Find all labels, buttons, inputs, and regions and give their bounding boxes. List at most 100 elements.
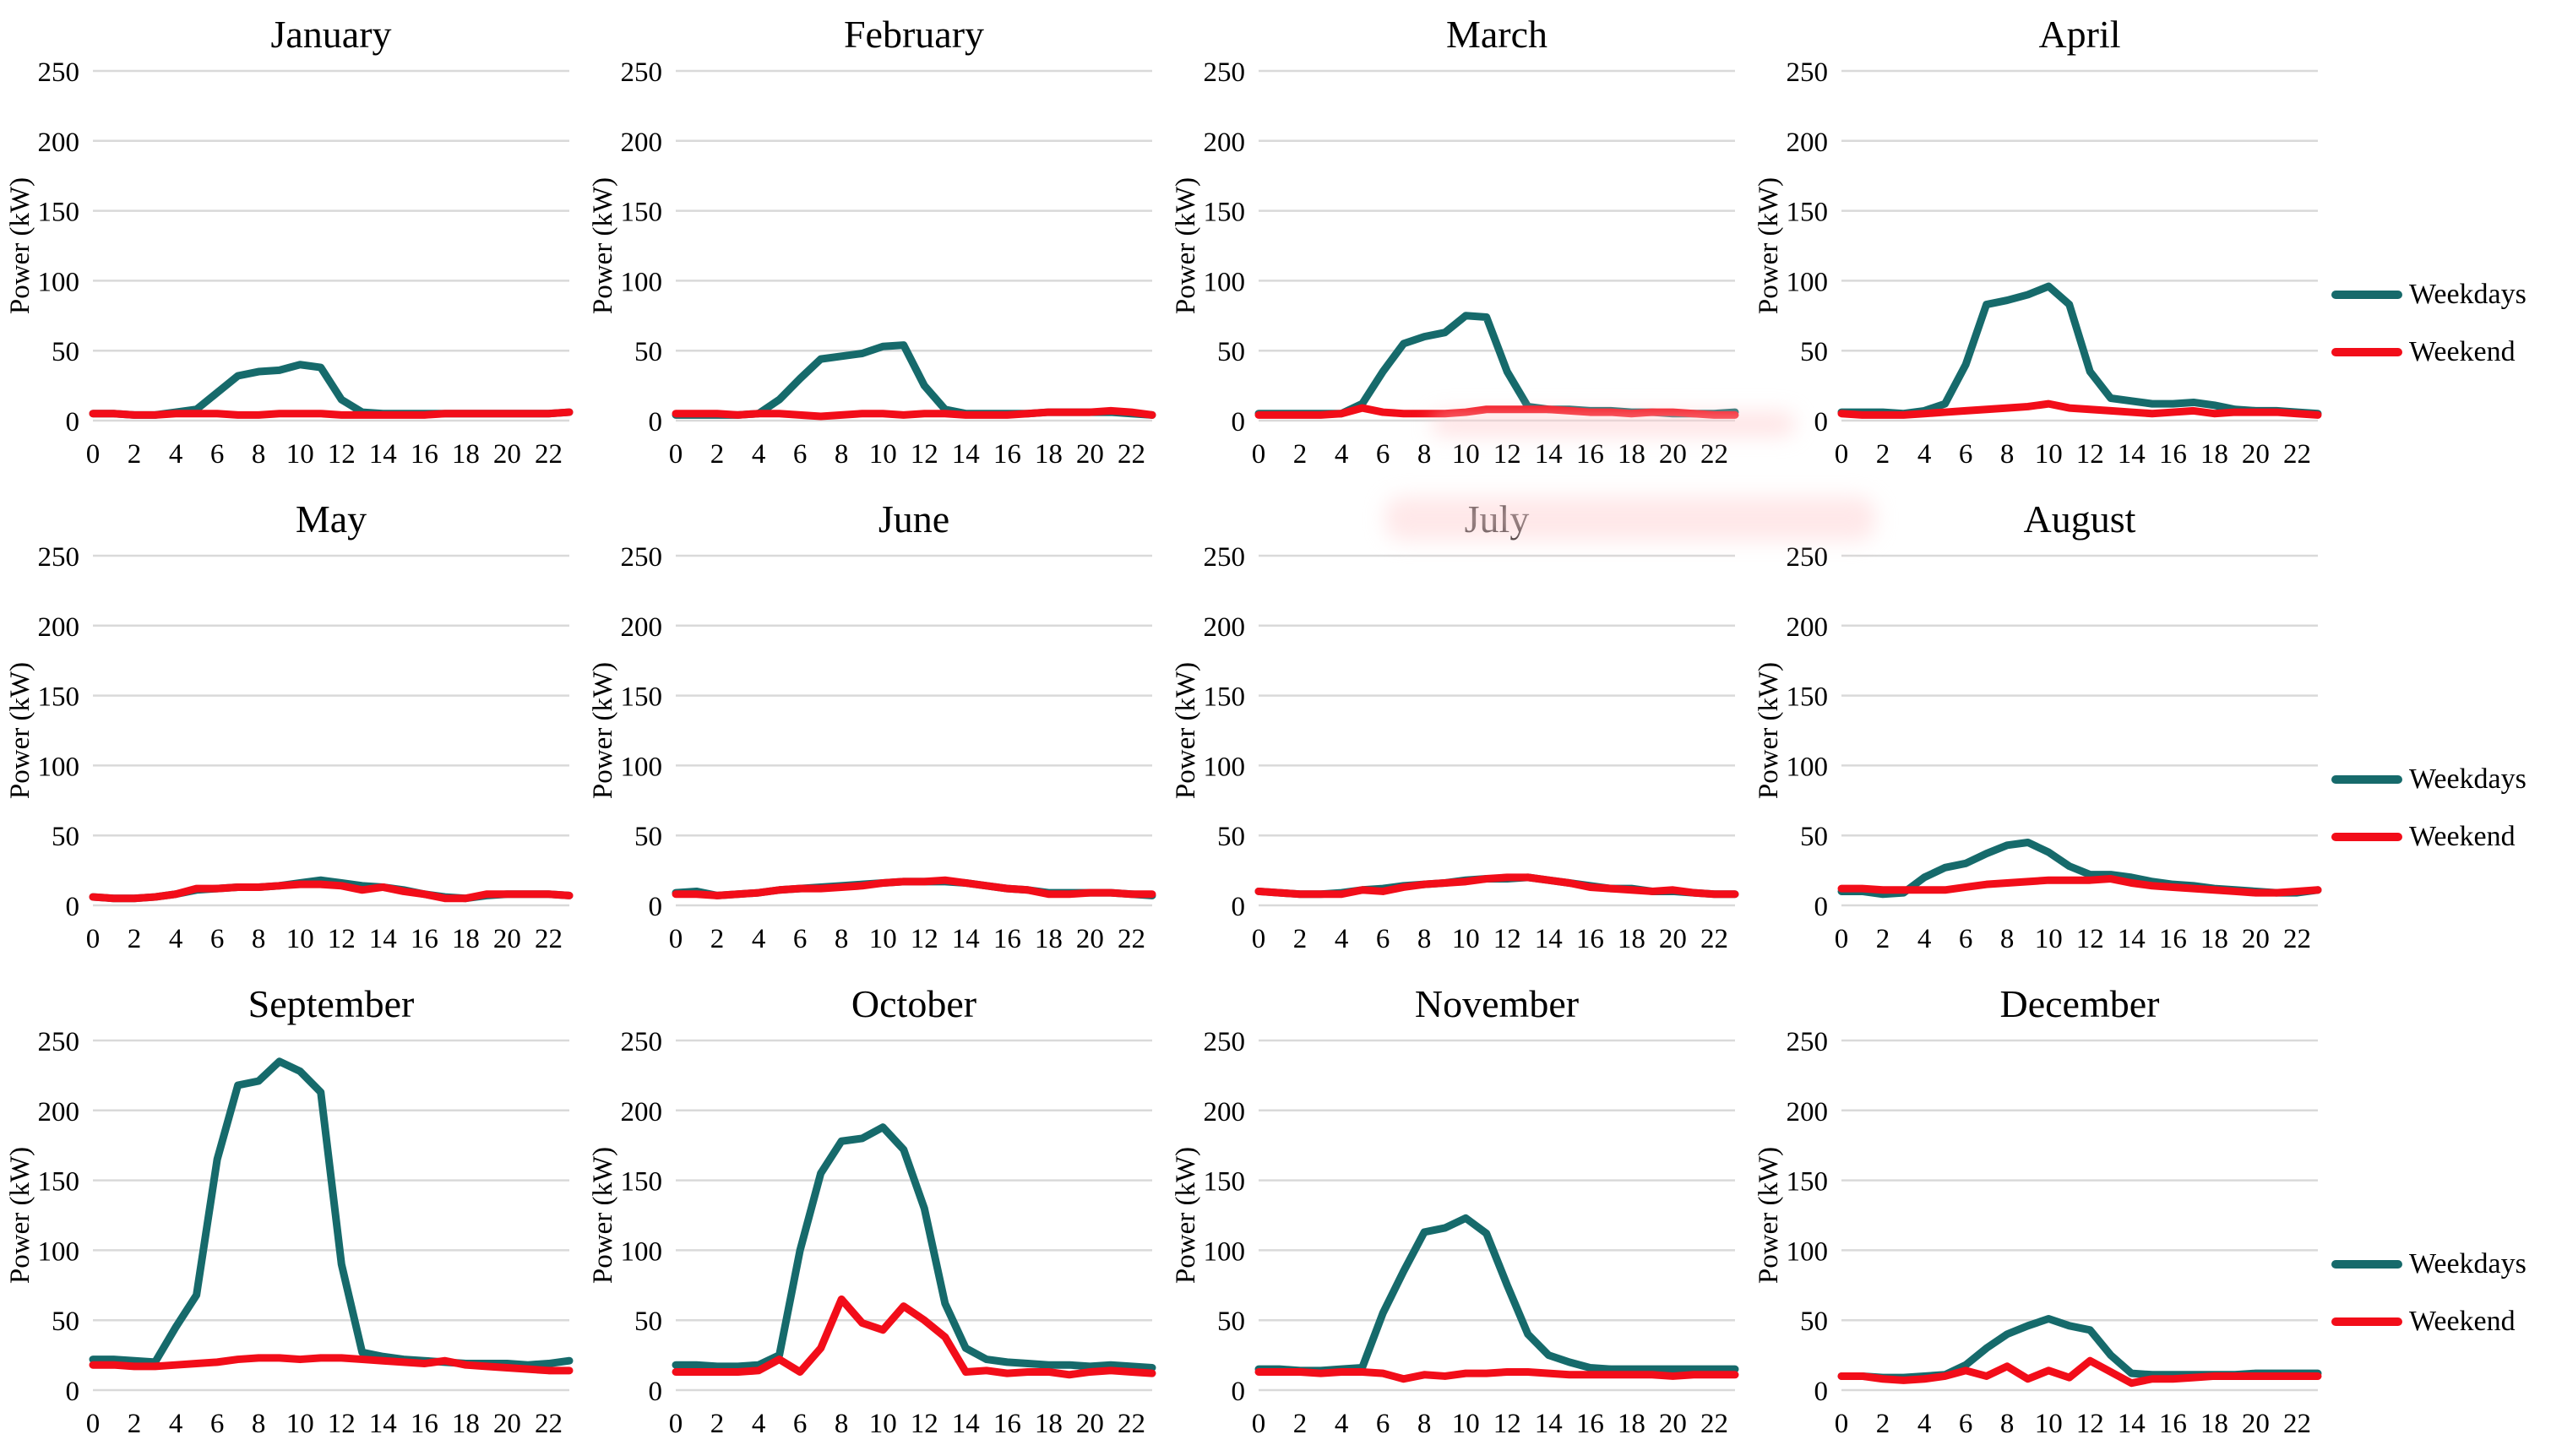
- y-axis-label: Power (kW): [5, 662, 35, 799]
- chart-title: August: [2023, 497, 2136, 541]
- x-tick-label: 22: [535, 439, 563, 470]
- x-tick-label: 10: [2035, 924, 2063, 954]
- legend-item-weekdays: Weekdays: [2331, 763, 2551, 796]
- y-tick-label: 100: [621, 1236, 663, 1267]
- chart-title: November: [1414, 982, 1580, 1025]
- x-tick-label: 6: [1376, 924, 1390, 954]
- x-tick-label: 8: [835, 439, 849, 470]
- x-tick-label: 2: [1876, 439, 1890, 470]
- x-tick-label: 18: [1618, 924, 1645, 954]
- chart-november: November 0 50 100 150 200 250 Power (kW) 0 2 4 6 8 1…: [1166, 970, 1749, 1454]
- x-tick-label: 4: [169, 1409, 183, 1439]
- chart-title: October: [851, 982, 977, 1025]
- y-tick-label: 50: [1800, 822, 1828, 852]
- x-tick-label: 20: [493, 439, 521, 470]
- weekend-line-swatch: [2331, 1317, 2402, 1326]
- x-tick-label: 0: [1835, 439, 1849, 470]
- y-tick-label: 0: [649, 407, 663, 437]
- y-tick-label: 100: [1204, 1236, 1246, 1267]
- x-tick-label: 0: [86, 1409, 101, 1439]
- x-tick-label: 10: [1452, 924, 1480, 954]
- x-tick-label: 8: [1417, 439, 1432, 470]
- x-tick-label: 6: [1376, 439, 1390, 470]
- series-weekend-line: [1254, 1367, 1739, 1383]
- legend-label-weekend: Weekend: [2409, 336, 2516, 367]
- x-tick-label: 16: [2159, 439, 2187, 470]
- y-tick-label: 200: [38, 612, 80, 643]
- y-axis-label: Power (kW): [1754, 1147, 1784, 1284]
- y-tick-label: 100: [1204, 267, 1246, 297]
- weekend-line-swatch: [2331, 833, 2402, 841]
- y-tick-label: 150: [38, 682, 80, 713]
- x-tick-label: 0: [669, 1409, 683, 1439]
- y-axis-label: Power (kW): [1171, 1147, 1201, 1284]
- y-tick-label: 100: [1787, 267, 1829, 297]
- y-tick-label: 50: [1217, 337, 1245, 367]
- x-tick-label: 14: [369, 1409, 397, 1439]
- x-tick-label: 4: [169, 439, 183, 470]
- y-tick-label: 150: [38, 198, 80, 228]
- x-tick-label: 12: [911, 439, 938, 470]
- x-tick-label: 6: [210, 924, 225, 954]
- chart-title: March: [1445, 13, 1548, 56]
- x-tick-label: 14: [952, 924, 980, 954]
- legend: Weekdays Weekend: [2331, 763, 2551, 970]
- y-tick-label: 0: [1814, 1377, 1829, 1407]
- x-tick-label: 10: [286, 924, 314, 954]
- y-tick-label: 100: [621, 752, 663, 782]
- weekdays-line-swatch: [2331, 1260, 2402, 1269]
- x-tick-label: 20: [1659, 439, 1687, 470]
- y-tick-label: 50: [52, 822, 79, 852]
- x-tick-label: 4: [1917, 924, 1932, 954]
- x-tick-label: 16: [411, 439, 438, 470]
- y-tick-label: 50: [1217, 1307, 1245, 1337]
- legend-label-weekdays: Weekdays: [2409, 1248, 2527, 1279]
- y-axis-label: Power (kW): [588, 1147, 618, 1284]
- x-tick-label: 20: [2242, 924, 2270, 954]
- x-tick-label: 0: [1252, 924, 1266, 954]
- y-tick-label: 0: [1814, 892, 1829, 922]
- x-tick-label: 14: [2118, 439, 2146, 470]
- y-axis-label: Power (kW): [5, 177, 35, 314]
- x-tick-label: 6: [1376, 1409, 1390, 1439]
- x-tick-label: 2: [1293, 924, 1308, 954]
- y-axis-label: Power (kW): [1754, 662, 1784, 799]
- x-tick-label: 10: [286, 1409, 314, 1439]
- x-tick-label: 16: [2159, 1409, 2187, 1439]
- chart-title: September: [247, 982, 415, 1025]
- series-weekend-line: [89, 880, 574, 903]
- y-tick-label: 150: [1787, 682, 1829, 713]
- chart-title: April: [2038, 13, 2121, 56]
- x-tick-label: 10: [869, 924, 897, 954]
- y-tick-label: 200: [1204, 128, 1246, 158]
- y-tick-label: 150: [621, 1167, 663, 1198]
- x-tick-label: 20: [1076, 439, 1104, 470]
- x-tick-label: 2: [128, 439, 142, 470]
- y-tick-label: 200: [38, 1097, 80, 1127]
- x-tick-label: 2: [710, 439, 725, 470]
- x-tick-label: 20: [1659, 924, 1687, 954]
- y-tick-label: 250: [621, 59, 663, 88]
- x-tick-label: 16: [1576, 1409, 1604, 1439]
- y-tick-label: 100: [1787, 752, 1829, 782]
- y-tick-label: 250: [621, 1029, 663, 1057]
- x-tick-label: 18: [2200, 1409, 2228, 1439]
- legend-item-weekdays: Weekdays: [2331, 279, 2551, 311]
- y-axis-label: Power (kW): [1171, 177, 1201, 314]
- y-tick-label: 0: [66, 1377, 80, 1407]
- x-tick-label: 6: [793, 439, 808, 470]
- x-tick-label: 22: [535, 924, 563, 954]
- x-tick-label: 12: [1493, 1409, 1521, 1439]
- legend: Weekdays Weekend: [2331, 1248, 2551, 1454]
- y-tick-label: 50: [1800, 337, 1828, 367]
- x-tick-label: 0: [86, 924, 101, 954]
- x-tick-label: 14: [952, 439, 980, 470]
- chart-title: February: [843, 13, 985, 56]
- x-tick-label: 14: [2118, 924, 2146, 954]
- x-tick-label: 2: [128, 1409, 142, 1439]
- x-tick-label: 10: [2035, 439, 2063, 470]
- x-tick-label: 8: [1417, 1409, 1432, 1439]
